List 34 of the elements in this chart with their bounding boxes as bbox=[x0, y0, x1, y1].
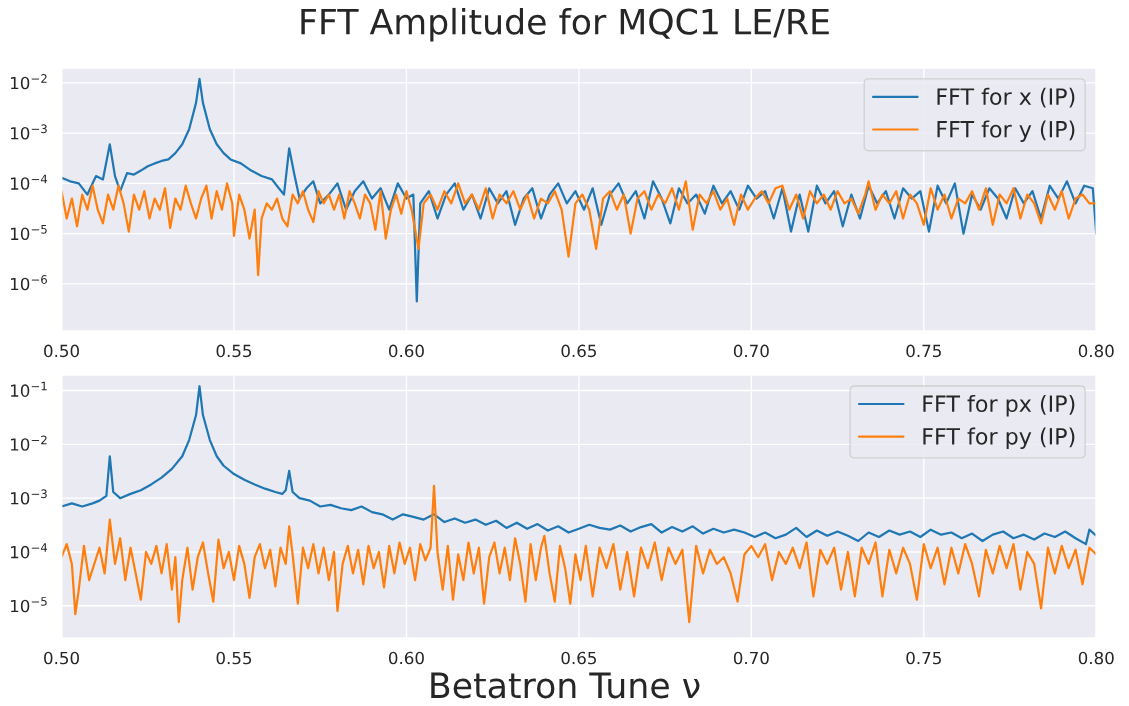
y-tick-label: 10$^{−3}$ bbox=[11, 489, 47, 505]
line-series bbox=[61, 77, 1097, 303]
x-tick-label: 0.65 bbox=[561, 651, 596, 665]
legend-label: FFT for px (IP) bbox=[923, 394, 1075, 417]
legend-label: FFT for py (IP) bbox=[923, 427, 1075, 450]
y-tick-label: 10$^{−3}$ bbox=[11, 124, 47, 140]
y-tick-label: 10$^{−5}$ bbox=[11, 224, 47, 241]
x-tick-label: 0.60 bbox=[388, 651, 424, 665]
x-tick-label: 0.80 bbox=[1078, 651, 1114, 665]
x-tick-label: 0.70 bbox=[733, 344, 769, 358]
x-tick-label: 0.50 bbox=[44, 651, 79, 665]
y-tick-label: 10$^{−4}$ bbox=[11, 543, 48, 559]
y-tick-label: 10$^{−2}$ bbox=[11, 435, 47, 451]
line-series bbox=[61, 180, 1097, 277]
x-tick-label: 0.55 bbox=[216, 344, 252, 358]
x-tick-label: 0.75 bbox=[906, 344, 941, 358]
y-tick-label: 10$^{−6}$ bbox=[11, 275, 47, 291]
y-tick-label: 10$^{−5}$ bbox=[11, 597, 47, 613]
line-series bbox=[61, 385, 1097, 546]
legend-label: FFT for y (IP) bbox=[937, 120, 1075, 142]
x-tick-label: 0.65 bbox=[561, 344, 596, 358]
y-tick-label: 10$^{−4}$ bbox=[11, 174, 48, 190]
x-tick-label: 0.50 bbox=[44, 344, 79, 358]
y-tick-label: 10$^{−1}$ bbox=[11, 381, 47, 397]
x-tick-label: 0.60 bbox=[388, 344, 424, 358]
y-tick-label: 10$^{−2}$ bbox=[11, 74, 47, 90]
line-series bbox=[61, 484, 1097, 624]
x-tick-label: 0.70 bbox=[733, 651, 769, 665]
legend-label: FFT for x (IP) bbox=[937, 87, 1075, 108]
x-axis-title: Betatron Tune ν bbox=[431, 672, 700, 699]
x-tick-label: 0.75 bbox=[906, 651, 941, 665]
x-tick-label: 0.55 bbox=[216, 651, 252, 665]
chart-title: FFT Amplitude for MQC1 LE/RE bbox=[301, 7, 829, 42]
x-tick-label: 0.80 bbox=[1078, 344, 1114, 358]
